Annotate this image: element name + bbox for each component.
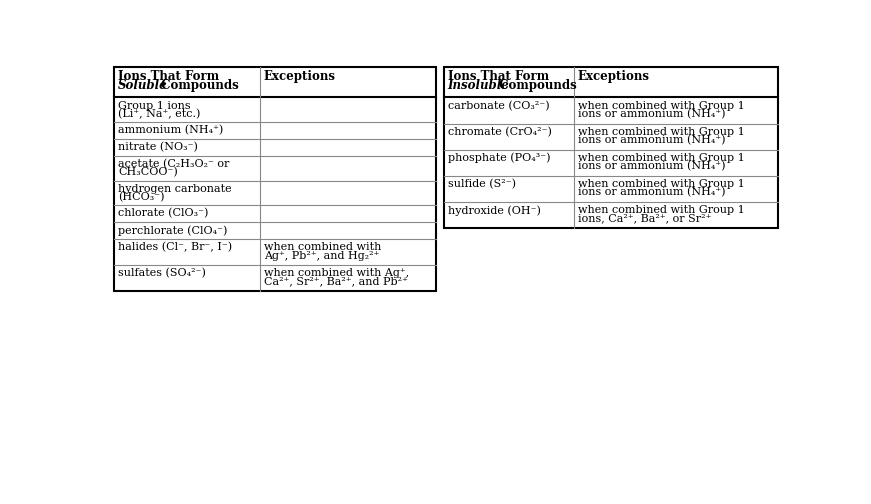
Text: sulfates (SO₄²⁻): sulfates (SO₄²⁻) [118,269,206,279]
Bar [114,67,436,291]
Text: Ag⁺, Pb²⁺, and Hg₂²⁺: Ag⁺, Pb²⁺, and Hg₂²⁺ [264,250,379,261]
Text: halides (Cl⁻, Br⁻, I⁻): halides (Cl⁻, Br⁻, I⁻) [118,242,233,253]
Text: when combined with: when combined with [264,242,381,252]
Text: ions or ammonium (NH₄⁺): ions or ammonium (NH₄⁺) [577,109,726,119]
Text: chlorate (ClO₃⁻): chlorate (ClO₃⁻) [118,208,208,219]
Text: when combined with Group 1: when combined with Group 1 [577,205,745,215]
Text: when combined with Ag⁺,: when combined with Ag⁺, [264,269,409,278]
Text: Insoluble: Insoluble [448,79,510,92]
Text: acetate (C₂H₃O₂⁻ or: acetate (C₂H₃O₂⁻ or [118,159,230,169]
Text: (HCO₃⁻): (HCO₃⁻) [118,192,165,202]
Text: ions or ammonium (NH₄⁺): ions or ammonium (NH₄⁺) [577,135,726,145]
Bar [443,67,779,228]
Text: (Li⁺, Na⁺, etc.): (Li⁺, Na⁺, etc.) [118,109,200,119]
Text: nitrate (NO₃⁻): nitrate (NO₃⁻) [118,142,198,152]
Text: Group 1 ions: Group 1 ions [118,100,191,110]
Text: sulfide (S²⁻): sulfide (S²⁻) [448,179,516,190]
Text: ammonium (NH₄⁺): ammonium (NH₄⁺) [118,125,224,136]
Text: Compounds: Compounds [496,79,577,92]
Text: ions or ammonium (NH₄⁺): ions or ammonium (NH₄⁺) [577,187,726,198]
Text: phosphate (PO₄³⁻): phosphate (PO₄³⁻) [448,153,550,163]
Text: chromate (CrO₄²⁻): chromate (CrO₄²⁻) [448,127,551,137]
Text: ions, Ca²⁺, Ba²⁺, or Sr²⁺: ions, Ca²⁺, Ba²⁺, or Sr²⁺ [577,214,711,224]
Text: carbonate (CO₃²⁻): carbonate (CO₃²⁻) [448,100,550,111]
Text: Compounds: Compounds [157,79,239,92]
Text: Exceptions: Exceptions [577,70,650,83]
Text: perchlorate (ClO₄⁻): perchlorate (ClO₄⁻) [118,225,227,236]
Text: ions or ammonium (NH₄⁺): ions or ammonium (NH₄⁺) [577,161,726,171]
Text: Exceptions: Exceptions [264,70,336,83]
Text: Ca²⁺, Sr²⁺, Ba²⁺, and Pb²⁺: Ca²⁺, Sr²⁺, Ba²⁺, and Pb²⁺ [264,277,408,287]
Text: Soluble: Soluble [118,79,168,92]
Text: hydroxide (OH⁻): hydroxide (OH⁻) [448,205,540,216]
Text: when combined with Group 1: when combined with Group 1 [577,127,745,137]
Text: when combined with Group 1: when combined with Group 1 [577,153,745,163]
Text: Ions That Form: Ions That Form [448,70,549,83]
Text: CH₃COO⁻): CH₃COO⁻) [118,167,178,178]
Text: when combined with Group 1: when combined with Group 1 [577,100,745,110]
Text: Ions That Form: Ions That Form [118,70,219,83]
Text: hydrogen carbonate: hydrogen carbonate [118,183,232,194]
Text: when combined with Group 1: when combined with Group 1 [577,179,745,189]
